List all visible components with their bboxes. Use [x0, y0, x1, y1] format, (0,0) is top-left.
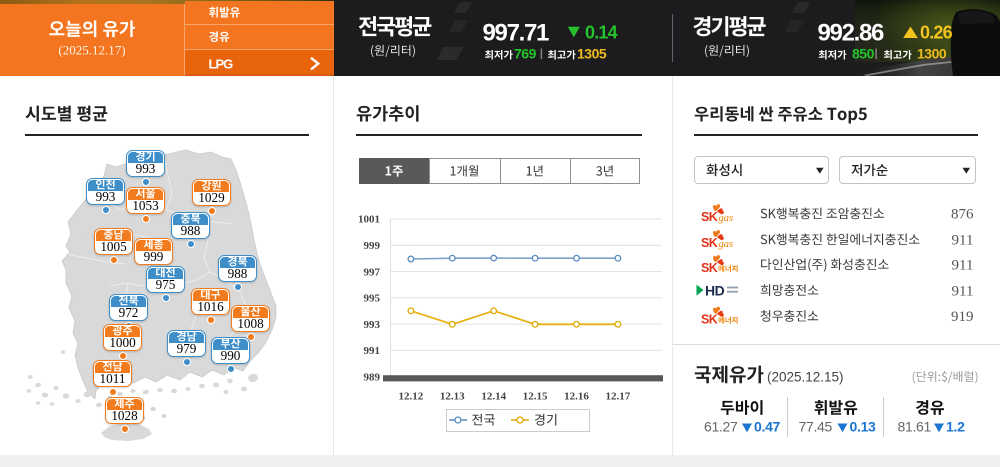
svg-text:HD: HD — [705, 283, 725, 299]
svg-text:gas: gas — [719, 239, 734, 250]
svg-text:SK: SK — [701, 236, 718, 250]
svg-text:gas: gas — [719, 213, 734, 224]
svg-text:SK: SK — [701, 261, 718, 275]
svg-text:SK: SK — [701, 210, 718, 224]
svg-text:SK: SK — [701, 312, 718, 326]
